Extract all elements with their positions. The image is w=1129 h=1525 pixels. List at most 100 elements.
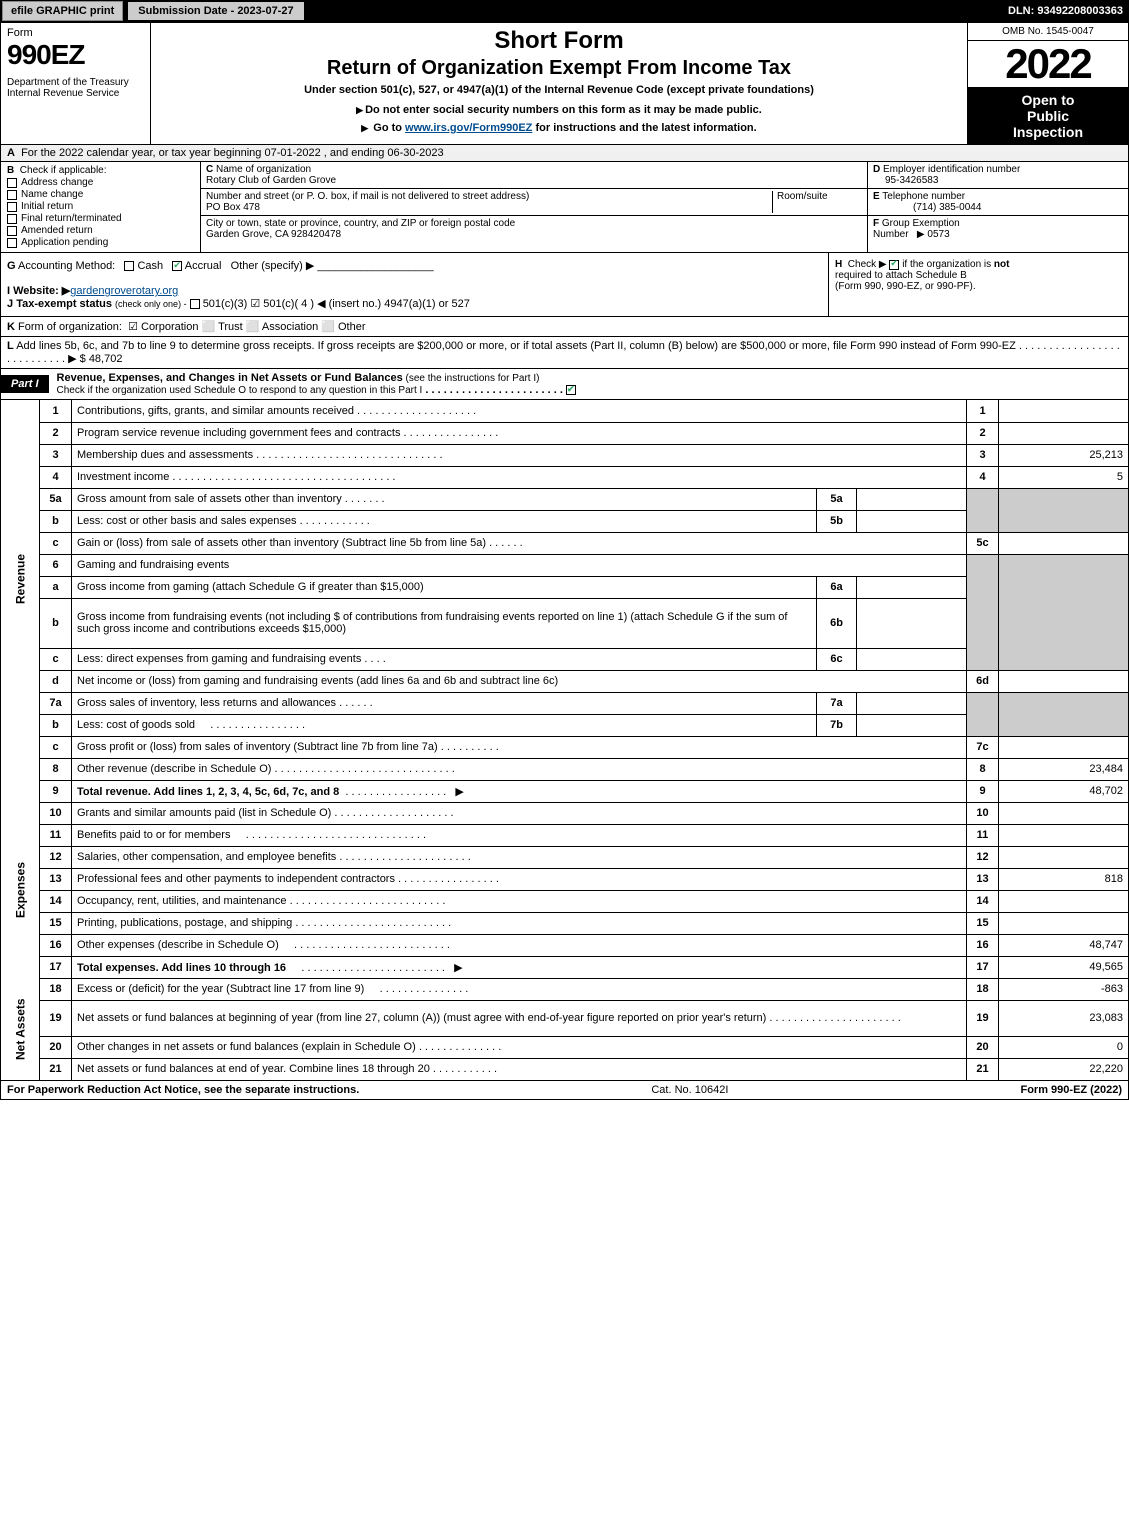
line-3-rn: 3 — [967, 444, 999, 466]
f-label: Group Exemption — [882, 218, 960, 229]
form-id-block: Form 990EZ Department of the Treasury In… — [1, 23, 151, 144]
line-11-rv — [999, 824, 1129, 846]
line-7b-in: 7b — [817, 714, 857, 736]
line-21-num: 21 — [40, 1058, 72, 1080]
line-12-rv — [999, 846, 1129, 868]
line-5c-desc: Gain or (loss) from sale of assets other… — [72, 532, 967, 554]
line-18-rn: 18 — [967, 978, 999, 1000]
line-8-rv: 23,484 — [999, 758, 1129, 780]
grey-6 — [967, 554, 999, 670]
line-18-rv: -863 — [999, 978, 1129, 1000]
line-6-desc: Gaming and fundraising events — [72, 554, 967, 576]
line-4-rv: 5 — [999, 466, 1129, 488]
line-13-rv: 818 — [999, 868, 1129, 890]
section-h: H Check ▶ if the organization is not req… — [828, 253, 1128, 316]
line-6a-in: 6a — [817, 576, 857, 598]
line-17-rn: 17 — [967, 956, 999, 978]
b-opt-0: Address change — [21, 177, 93, 188]
line-19-rv: 23,083 — [999, 1000, 1129, 1036]
line-7a-iv — [857, 692, 967, 714]
line-21-desc: Net assets or fund balances at end of ye… — [72, 1058, 967, 1080]
chk-name-change[interactable] — [7, 190, 17, 200]
line-9-rv: 48,702 — [999, 780, 1129, 802]
line-21-rn: 21 — [967, 1058, 999, 1080]
line-5b-num: b — [40, 510, 72, 532]
part1-title: Revenue, Expenses, and Changes in Net As… — [57, 372, 403, 384]
line-11-desc: Benefits paid to or for members . . . . … — [72, 824, 967, 846]
side-rev-cont — [1, 758, 40, 802]
line-14-rv — [999, 890, 1129, 912]
otp-1: Open to — [972, 92, 1124, 108]
chk-amended-return[interactable] — [7, 226, 17, 236]
grey-6v — [999, 554, 1129, 670]
goto-post: for instructions and the latest informat… — [535, 122, 756, 134]
c-street-lbl: Number and street (or P. O. box, if mail… — [206, 191, 529, 202]
submission-date: Submission Date - 2023-07-27 — [127, 1, 304, 21]
line-5c-num: c — [40, 532, 72, 554]
footer-catno: Cat. No. 10642I — [651, 1084, 728, 1096]
line-8-num: 8 — [40, 758, 72, 780]
dept-treasury: Department of the Treasury — [7, 77, 144, 88]
chk-application-pending[interactable] — [7, 238, 17, 248]
section-b: B Check if applicable: Address change Na… — [1, 162, 201, 252]
line-19-rn: 19 — [967, 1000, 999, 1036]
c-name-lbl: Name of organization — [216, 164, 311, 175]
website-link[interactable]: gardengroverotary.org — [70, 285, 178, 297]
chk-schedule-b[interactable] — [889, 260, 899, 270]
chk-initial-return[interactable] — [7, 202, 17, 212]
goto-pre: Go to — [373, 122, 405, 134]
irs-link[interactable]: www.irs.gov/Form990EZ — [405, 122, 532, 134]
line-20-rn: 20 — [967, 1036, 999, 1058]
chk-final-return[interactable] — [7, 214, 17, 224]
line-4-num: 4 — [40, 466, 72, 488]
line-1-rn: 1 — [967, 400, 999, 422]
line-6c-in: 6c — [817, 648, 857, 670]
line-1-desc: Contributions, gifts, grants, and simila… — [72, 400, 967, 422]
line-5c-rn: 5c — [967, 532, 999, 554]
line-6b-in: 6b — [817, 598, 857, 648]
org-name: Rotary Club of Garden Grove — [206, 175, 336, 186]
ssn-warning: Do not enter social security numbers on … — [157, 104, 961, 116]
line-11-rn: 11 — [967, 824, 999, 846]
footer-left: For Paperwork Reduction Act Notice, see … — [7, 1084, 359, 1096]
chk-accrual[interactable] — [172, 261, 182, 271]
line-8-rn: 8 — [967, 758, 999, 780]
line-5a-desc: Gross amount from sale of assets other t… — [72, 488, 817, 510]
otp-2: Public — [972, 108, 1124, 124]
line-15-num: 15 — [40, 912, 72, 934]
line-7c-rv — [999, 736, 1129, 758]
line-7c-desc: Gross profit or (loss) from sales of inv… — [72, 736, 967, 758]
line-15-rv — [999, 912, 1129, 934]
chk-501c3[interactable] — [190, 299, 200, 309]
line-17-desc: Total expenses. Add lines 10 through 16 … — [72, 956, 967, 978]
b-opt-1: Name change — [21, 189, 83, 200]
chk-cash[interactable] — [124, 261, 134, 271]
part1-label: Part I — [1, 375, 49, 393]
line-6a-desc: Gross income from gaming (attach Schedul… — [72, 576, 817, 598]
phone-value: (714) 385-0044 — [873, 202, 981, 213]
section-c: C Name of organization Rotary Club of Ga… — [201, 162, 868, 252]
line-4-desc: Investment income . . . . . . . . . . . … — [72, 466, 967, 488]
omb-number: OMB No. 1545-0047 — [968, 23, 1128, 41]
l-text: Add lines 5b, 6c, and 7b to line 9 to de… — [16, 340, 1016, 352]
line-10-num: 10 — [40, 802, 72, 824]
b-label: Check if applicable: — [20, 165, 107, 176]
line-6d-rn: 6d — [967, 670, 999, 692]
line-6-num: 6 — [40, 554, 72, 576]
line-7a-num: 7a — [40, 692, 72, 714]
under-section: Under section 501(c), 527, or 4947(a)(1)… — [157, 84, 961, 96]
section-a: A For the 2022 calendar year, or tax yea… — [0, 145, 1129, 162]
line-16-num: 16 — [40, 934, 72, 956]
b-opt-2: Initial return — [21, 201, 73, 212]
line-6d-rv — [999, 670, 1129, 692]
line-13-num: 13 — [40, 868, 72, 890]
line-9-num: 9 — [40, 780, 72, 802]
h-text4: (Form 990, 990-EZ, or 990-PF). — [835, 281, 976, 292]
line-10-rn: 10 — [967, 802, 999, 824]
efile-print-button[interactable]: efile GRAPHIC print — [2, 1, 123, 21]
line-13-desc: Professional fees and other payments to … — [72, 868, 967, 890]
chk-part1-schedule-o[interactable] — [566, 385, 576, 395]
line-20-desc: Other changes in net assets or fund bala… — [72, 1036, 967, 1058]
chk-address-change[interactable] — [7, 178, 17, 188]
f-label2: Number — [873, 229, 909, 240]
